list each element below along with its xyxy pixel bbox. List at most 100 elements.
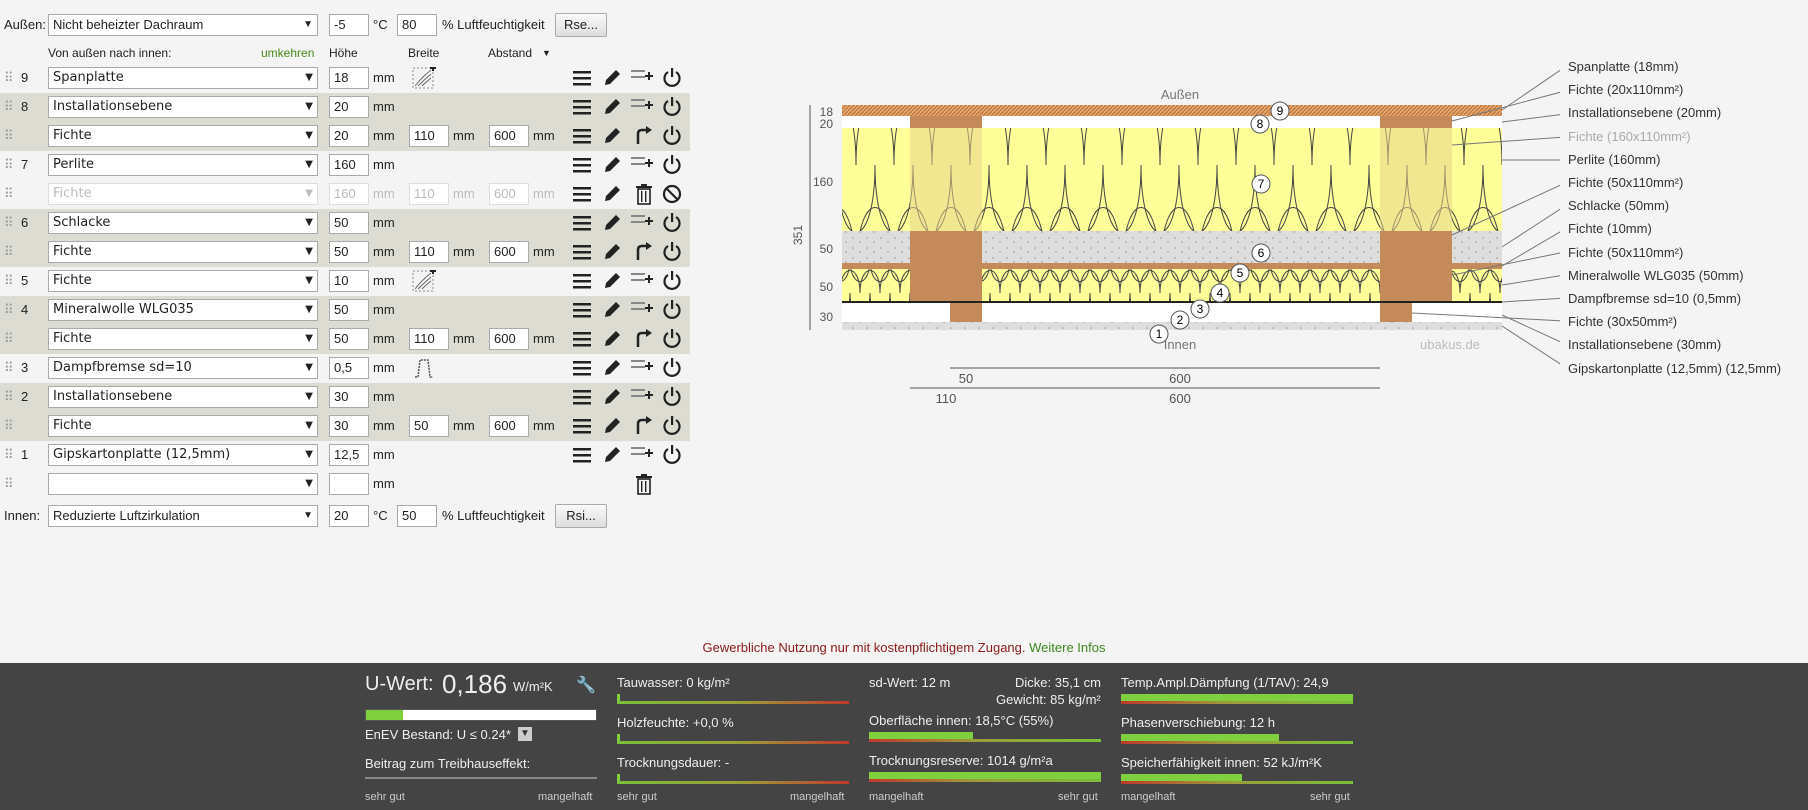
inside-humidity-input[interactable]: 50: [397, 505, 437, 527]
wood-grain-icon[interactable]: [412, 65, 436, 91]
spacing-header[interactable]: Abstand: [488, 46, 533, 60]
drag-handle-icon[interactable]: ⠿: [4, 70, 14, 85]
height-input[interactable]: 50: [329, 299, 369, 321]
power-icon[interactable]: [661, 299, 685, 323]
power-icon[interactable]: [661, 444, 685, 468]
drag-handle-icon[interactable]: ⠿: [4, 418, 14, 433]
spacing-input[interactable]: 600: [489, 183, 529, 205]
material-select[interactable]: Fichte ▼: [48, 328, 318, 350]
drag-handle-icon[interactable]: ⠿: [4, 331, 14, 346]
edit-icon[interactable]: [602, 271, 626, 295]
menu-icon[interactable]: [572, 359, 596, 383]
material-select[interactable]: Installationsebene ▼: [48, 96, 318, 118]
edit-icon[interactable]: [602, 387, 626, 411]
add-row-icon[interactable]: [630, 299, 654, 323]
height-input[interactable]: 30: [329, 415, 369, 437]
disabled-icon[interactable]: [661, 183, 685, 207]
drag-handle-icon[interactable]: ⠿: [4, 447, 14, 462]
edit-icon[interactable]: [602, 358, 626, 382]
add-row-icon[interactable]: [630, 357, 654, 381]
menu-icon[interactable]: [572, 156, 596, 180]
rotate-icon[interactable]: [632, 242, 656, 266]
power-icon[interactable]: [661, 328, 685, 352]
menu-icon[interactable]: [572, 185, 596, 209]
trash-icon[interactable]: [634, 473, 658, 497]
height-input[interactable]: 160: [329, 183, 369, 205]
rse-button[interactable]: Rse...: [555, 13, 607, 37]
wrench-icon[interactable]: 🔧: [576, 677, 596, 694]
width-input[interactable]: 110: [409, 328, 449, 350]
power-icon[interactable]: [661, 415, 685, 439]
drag-handle-icon[interactable]: ⠿: [4, 273, 14, 288]
inside-temp-input[interactable]: 20: [329, 505, 369, 527]
add-row-icon[interactable]: [630, 270, 654, 294]
material-select[interactable]: Schlacke ▼: [48, 212, 318, 234]
width-input[interactable]: 110: [409, 125, 449, 147]
add-row-icon[interactable]: [630, 444, 654, 468]
more-info-link[interactable]: Weitere Infos: [1029, 640, 1106, 655]
menu-icon[interactable]: [572, 243, 596, 267]
inside-climate-select[interactable]: Reduzierte Luftzirkulation ▼: [48, 505, 318, 527]
drag-handle-icon[interactable]: ⠿: [4, 476, 14, 491]
add-row-icon[interactable]: [630, 67, 654, 91]
edit-icon[interactable]: [602, 184, 626, 208]
edit-icon[interactable]: [602, 300, 626, 324]
menu-icon[interactable]: [572, 127, 596, 151]
power-icon[interactable]: [661, 96, 685, 120]
material-select[interactable]: Dampfbremse sd=10 ▼: [48, 357, 318, 379]
height-input[interactable]: 18: [329, 67, 369, 89]
material-select[interactable]: Perlite ▼: [48, 154, 318, 176]
outside-temp-input[interactable]: -5: [329, 14, 369, 36]
add-row-icon[interactable]: [630, 386, 654, 410]
rotate-icon[interactable]: [632, 329, 656, 353]
height-input[interactable]: 10: [329, 270, 369, 292]
material-select[interactable]: ▼: [48, 473, 318, 495]
trash-icon[interactable]: [634, 183, 658, 207]
material-select[interactable]: Fichte ▼: [48, 125, 318, 147]
enev-dropdown-icon[interactable]: ▼: [518, 727, 532, 741]
drag-handle-icon[interactable]: ⠿: [4, 186, 14, 201]
power-icon[interactable]: [661, 154, 685, 178]
material-select[interactable]: Fichte ▼: [48, 241, 318, 263]
material-select[interactable]: Fichte ▼: [48, 270, 318, 292]
drag-handle-icon[interactable]: ⠿: [4, 157, 14, 172]
menu-icon[interactable]: [572, 446, 596, 470]
height-input[interactable]: 0,5: [329, 357, 369, 379]
height-input[interactable]: 160: [329, 154, 369, 176]
width-input[interactable]: 50: [409, 415, 449, 437]
menu-icon[interactable]: [572, 214, 596, 238]
edit-icon[interactable]: [602, 155, 626, 179]
material-select[interactable]: Spanplatte ▼: [48, 67, 318, 89]
power-icon[interactable]: [661, 270, 685, 294]
menu-icon[interactable]: [572, 417, 596, 441]
material-select[interactable]: Fichte ▼: [48, 415, 318, 437]
edit-icon[interactable]: [602, 68, 626, 92]
height-input[interactable]: 20: [329, 125, 369, 147]
power-icon[interactable]: [661, 125, 685, 149]
width-input[interactable]: 110: [409, 241, 449, 263]
material-select[interactable]: Fichte ▼: [48, 183, 318, 205]
menu-icon[interactable]: [572, 272, 596, 296]
height-input[interactable]: 50: [329, 241, 369, 263]
power-icon[interactable]: [661, 241, 685, 265]
edit-icon[interactable]: [602, 126, 626, 150]
height-input[interactable]: [329, 473, 369, 495]
material-select[interactable]: Installationsebene ▼: [48, 386, 318, 408]
edit-icon[interactable]: [602, 97, 626, 121]
sort-down-icon[interactable]: ▼: [542, 48, 551, 58]
drag-handle-icon[interactable]: ⠿: [4, 360, 14, 375]
reverse-link[interactable]: umkehren: [261, 46, 315, 60]
height-input[interactable]: 20: [329, 96, 369, 118]
add-row-icon[interactable]: [630, 212, 654, 236]
rsi-button[interactable]: Rsi...: [555, 504, 607, 528]
drag-handle-icon[interactable]: ⠿: [4, 389, 14, 404]
outside-humidity-input[interactable]: 80: [397, 14, 437, 36]
height-input[interactable]: 50: [329, 212, 369, 234]
menu-icon[interactable]: [572, 330, 596, 354]
edit-icon[interactable]: [602, 445, 626, 469]
drag-handle-icon[interactable]: ⠿: [4, 302, 14, 317]
drag-handle-icon[interactable]: ⠿: [4, 215, 14, 230]
rotate-icon[interactable]: [632, 416, 656, 440]
menu-icon[interactable]: [572, 69, 596, 93]
edit-icon[interactable]: [602, 416, 626, 440]
